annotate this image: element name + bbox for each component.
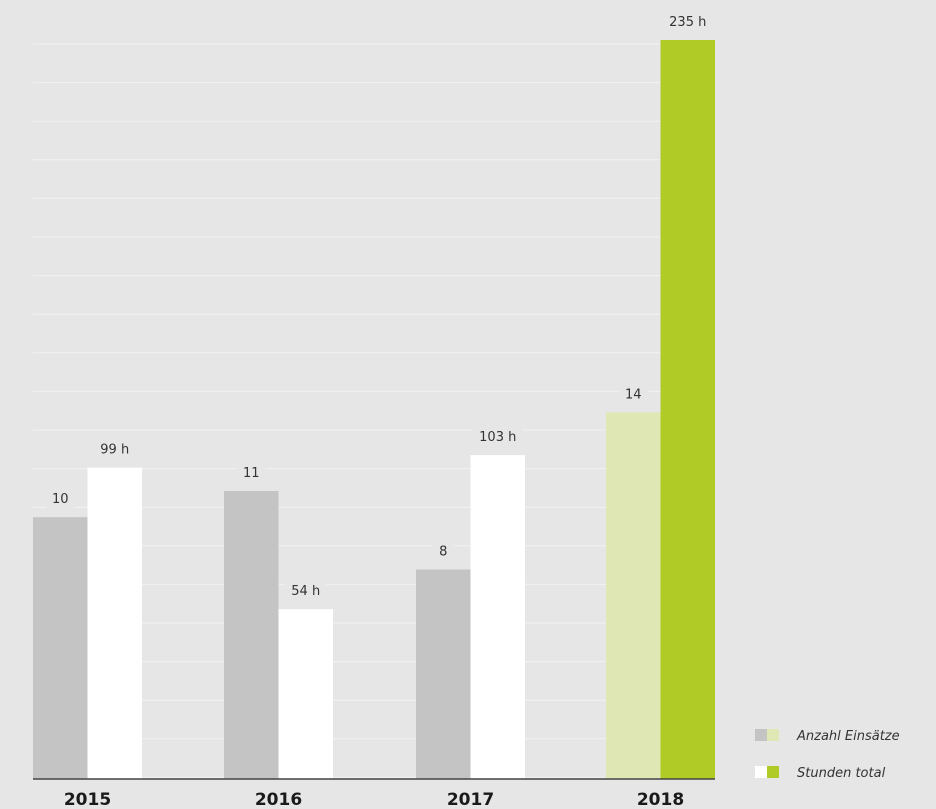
data-label-background — [663, 11, 713, 34]
legend-label-stunden-total: Stunden total — [797, 766, 886, 781]
data-label-anzahl-eins-tze-2016: 11 — [243, 466, 260, 481]
bar-anzahl-eins-tze-2018 — [606, 412, 661, 779]
bar-stunden-total-2017 — [470, 455, 525, 779]
legend-swatch-stunden-total-standard — [755, 766, 767, 778]
legend-swatch-stunden-total-highlight — [767, 766, 779, 778]
data-label-stunden-total-2015: 99 h — [100, 443, 129, 458]
gridlines — [33, 43, 715, 778]
bar-stunden-total-2018 — [660, 40, 715, 779]
bar-stunden-total-2015 — [87, 467, 142, 779]
x-tick-label-2018: 2018 — [637, 790, 684, 809]
x-axis-tick-labels: 2015 2016 2017 2018 — [64, 790, 684, 809]
x-tick-label-2016: 2016 — [255, 790, 302, 809]
bar-anzahl-eins-tze-2015 — [33, 517, 88, 779]
data-label-anzahl-eins-tze-2017: 8 — [439, 545, 447, 560]
bar-anzahl-eins-tze-2016 — [224, 491, 279, 779]
data-label-background — [473, 426, 523, 450]
x-tick-label-2017: 2017 — [447, 790, 494, 809]
bars — [33, 40, 715, 779]
bar-anzahl-eins-tze-2017 — [416, 569, 471, 779]
legend-swatch-anzahl-eins-tze-standard — [755, 729, 767, 741]
data-label-background — [45, 488, 75, 512]
x-tick-label-2015: 2015 — [64, 790, 111, 809]
data-label-background — [433, 540, 454, 564]
value-labels: 10 99 h 11 54 h 8 103 h 14 235 h — [45, 11, 713, 604]
data-label-anzahl-eins-tze-2015: 10 — [52, 492, 69, 507]
data-label-stunden-total-2016: 54 h — [291, 584, 320, 599]
bar-stunden-total-2016 — [278, 609, 333, 779]
data-label-stunden-total-2018: 235 h — [669, 15, 706, 30]
legend-label-anzahl-eins-tze: Anzahl Einsätze — [796, 729, 900, 744]
legend-swatch-anzahl-eins-tze-highlight — [767, 729, 779, 741]
data-label-background — [236, 462, 266, 485]
data-label-anzahl-eins-tze-2018: 14 — [625, 387, 642, 402]
legend: Anzahl Einsätze Stunden total — [755, 729, 900, 781]
data-label-background — [618, 383, 648, 407]
data-label-background — [285, 580, 327, 604]
data-label-stunden-total-2017: 103 h — [479, 430, 516, 445]
data-label-background — [94, 438, 136, 462]
